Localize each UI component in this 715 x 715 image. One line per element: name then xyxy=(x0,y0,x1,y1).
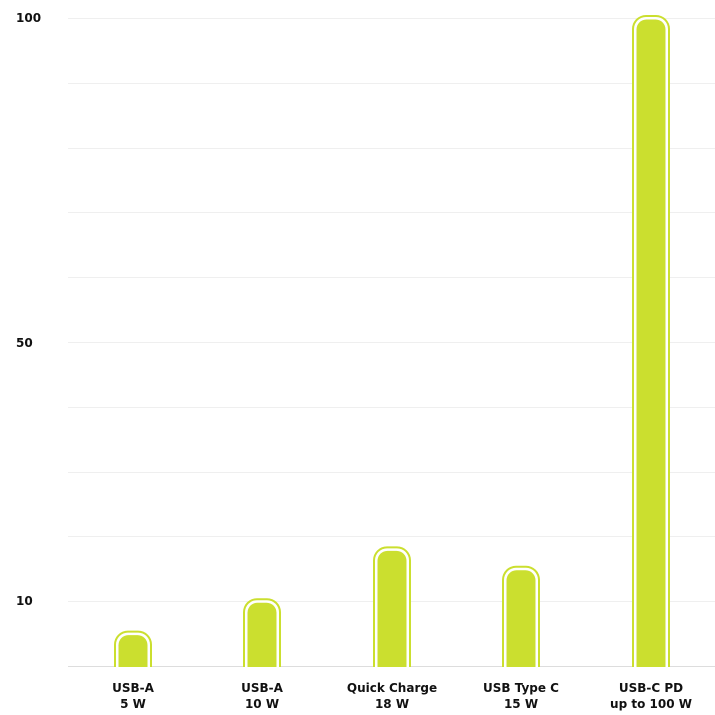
x-category-label-line: USB-A xyxy=(241,681,284,695)
x-category-label-line: 18 W xyxy=(375,697,409,711)
x-category-label-line: USB-C PD xyxy=(619,681,683,695)
y-tick-label: 100 xyxy=(16,11,41,25)
bar xyxy=(632,15,670,691)
y-axis-ticks: 100 50 10 xyxy=(16,11,41,608)
x-category-label-line: 10 W xyxy=(245,697,279,711)
x-category-label-line: up to 100 W xyxy=(610,697,692,711)
x-category-label-line: 5 W xyxy=(120,697,146,711)
bar-fill xyxy=(506,570,536,691)
bar xyxy=(502,565,540,691)
x-category-label-line: Quick Charge xyxy=(347,681,437,695)
bars xyxy=(0,15,715,715)
y-tick-label: 50 xyxy=(16,336,33,350)
x-category-label-line: USB Type C xyxy=(483,681,559,695)
x-category-label-line: 15 W xyxy=(504,697,538,711)
x-category-label: USB-A 10 W xyxy=(241,681,284,711)
x-category-label: Quick Charge 18 W xyxy=(347,681,437,711)
x-category-label: USB-A 5 W xyxy=(112,681,155,711)
x-axis-labels: USB-A 5 W USB-A 10 W Quick Charge 18 W USB Typ… xyxy=(112,681,692,711)
bar xyxy=(373,546,411,691)
bar-fill xyxy=(636,19,666,691)
gridlines xyxy=(68,18,715,667)
x-category-label: USB Type C 15 W xyxy=(483,681,559,711)
x-category-label-line: USB-A xyxy=(112,681,155,695)
y-tick-label: 10 xyxy=(16,594,33,608)
bar-fill xyxy=(377,550,407,691)
x-category-label: USB-C PD up to 100 W xyxy=(610,681,692,711)
baseline-mask xyxy=(0,667,715,715)
